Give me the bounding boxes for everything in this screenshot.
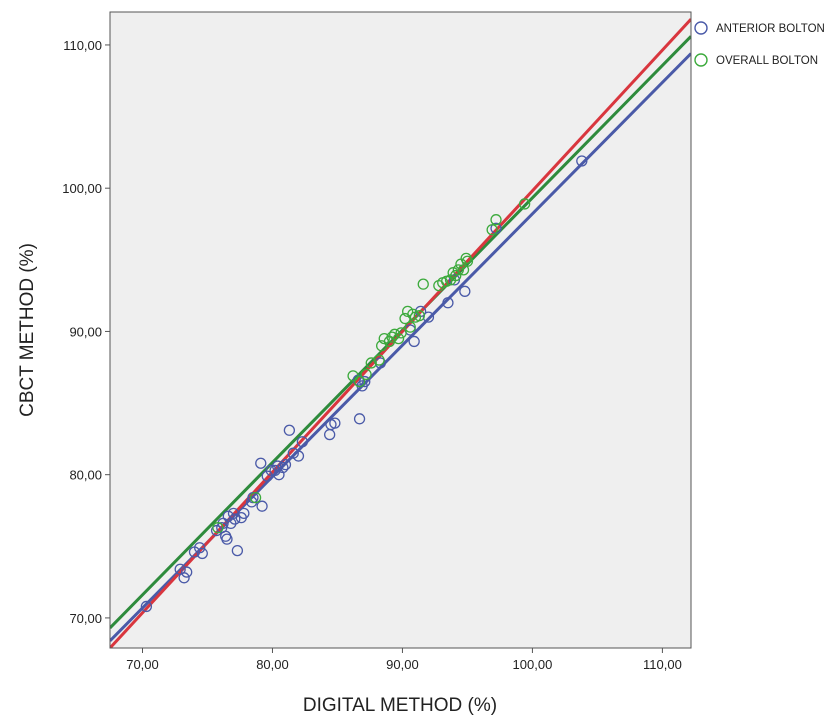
- legend-marker-anterior: [694, 21, 708, 35]
- point-overall: [413, 310, 425, 322]
- legend-item-anterior: ANTERIOR BOLTON: [694, 21, 825, 35]
- point-anterior: [442, 297, 454, 309]
- point-overall: [490, 214, 502, 226]
- x-tick-label: 90,00: [386, 657, 419, 672]
- point-anterior: [261, 470, 273, 482]
- point-anterior: [229, 513, 241, 525]
- point-anterior: [283, 424, 296, 436]
- point-overall: [450, 269, 462, 282]
- point-overall: [417, 278, 429, 290]
- y-axis-title: CBCT METHOD (%): [17, 243, 38, 417]
- point-anterior: [140, 600, 153, 613]
- legend-label-overall: OVERALL BOLTON: [716, 55, 818, 67]
- y-tick-label: 70,00: [69, 611, 102, 626]
- point-overall: [452, 264, 464, 276]
- point-overall: [392, 332, 405, 345]
- point-anterior: [194, 542, 206, 554]
- point-overall: [407, 308, 419, 320]
- point-anterior: [178, 572, 190, 584]
- x-tick-label: 100,00: [513, 657, 553, 672]
- point-overall: [386, 331, 398, 343]
- point-anterior: [353, 413, 366, 425]
- legend-marker-overall: [694, 53, 708, 67]
- point-overall: [249, 491, 262, 504]
- point-anterior: [231, 544, 244, 557]
- point-anterior: [459, 285, 471, 297]
- point-overall: [395, 327, 407, 339]
- legend-item-overall: OVERALL BOLTON: [694, 53, 818, 67]
- point-anterior: [181, 566, 193, 578]
- y-tick-label: 100,00: [62, 181, 102, 196]
- point-overall: [404, 321, 416, 333]
- point-anterior: [422, 311, 435, 323]
- point-anterior: [292, 450, 305, 462]
- point-anterior: [256, 500, 268, 512]
- x-axis-title: DIGITAL METHOD (%): [303, 695, 497, 716]
- point-overall: [461, 255, 474, 267]
- x-tick-label: 110,00: [643, 657, 682, 672]
- x-tick-label: 70,00: [126, 657, 159, 672]
- point-anterior: [576, 155, 588, 167]
- legend-label-anterior: ANTERIOR BOLTON: [716, 23, 825, 35]
- point-anterior: [296, 436, 309, 448]
- point-anterior: [277, 461, 289, 474]
- point-anterior: [255, 457, 267, 469]
- point-anterior: [238, 507, 250, 520]
- point-overall: [360, 368, 372, 381]
- y-tick-label: 110,00: [63, 38, 102, 53]
- point-overall: [518, 198, 531, 210]
- point-overall: [212, 522, 224, 534]
- point-anterior: [221, 533, 233, 545]
- x-tick-label: 80,00: [256, 657, 289, 672]
- plot-frame: [109, 11, 692, 649]
- point-anterior: [448, 274, 461, 286]
- point-anterior: [408, 335, 420, 348]
- point-overall: [353, 375, 366, 388]
- y-tick-label: 80,00: [69, 468, 102, 483]
- legend: ANTERIOR BOLTON OVERALL BOLTON: [694, 21, 825, 67]
- point-anterior: [272, 460, 284, 472]
- point-overall: [365, 357, 377, 369]
- point-anterior: [329, 417, 341, 429]
- point-overall: [373, 354, 385, 366]
- y-tick-label: 90,00: [69, 324, 102, 339]
- point-overall: [347, 370, 359, 382]
- point-anterior: [359, 375, 371, 388]
- point-anterior: [279, 458, 292, 471]
- point-overall: [486, 224, 498, 236]
- point-anterior: [196, 547, 208, 560]
